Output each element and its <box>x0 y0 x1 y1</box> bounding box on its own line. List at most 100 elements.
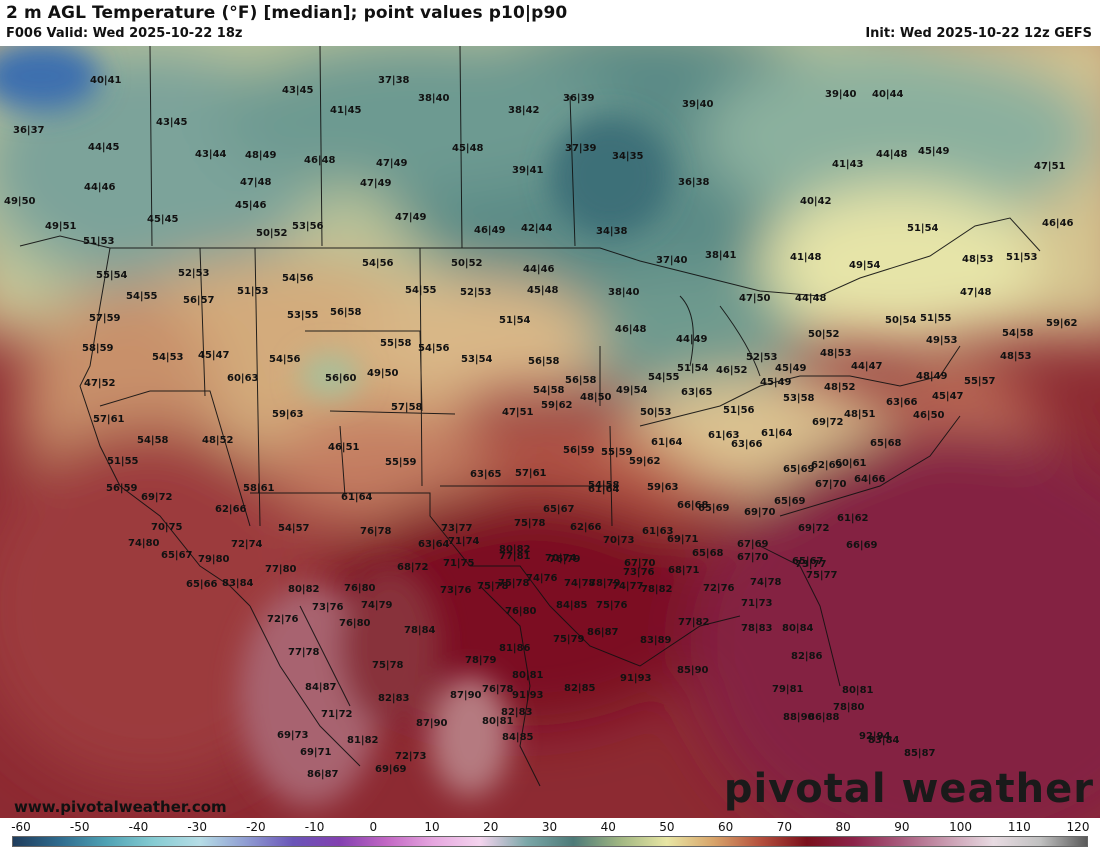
point-value-label: 86|87 <box>587 627 619 638</box>
point-value-label: 71|73 <box>741 598 773 609</box>
colorbar-tick: 70 <box>776 820 793 834</box>
map-title: 2 m AGL Temperature (°F) [median]; point… <box>6 3 568 23</box>
point-value-label: 76|80 <box>344 583 376 594</box>
point-value-label: 45|47 <box>932 391 964 402</box>
point-value-label: 53|54 <box>461 354 493 365</box>
point-value-label: 43|44 <box>195 149 227 160</box>
point-value-label: 48|52 <box>202 435 234 446</box>
point-value-label: 50|52 <box>451 258 483 269</box>
point-value-label: 48|49 <box>245 150 277 161</box>
colorbar-tick: 40 <box>600 820 616 834</box>
point-value-label: 80|82 <box>499 544 531 555</box>
point-value-label: 44|46 <box>84 182 116 193</box>
point-value-label: 79|80 <box>198 554 230 565</box>
point-value-label: 39|40 <box>682 99 714 110</box>
point-value-label: 63|64 <box>418 539 450 550</box>
point-value-label: 45|47 <box>198 350 230 361</box>
point-value-label: 46|48 <box>615 324 647 335</box>
point-value-label: 50|53 <box>640 407 672 418</box>
point-value-label: 76|78 <box>360 526 392 537</box>
point-value-label: 69|70 <box>744 507 776 518</box>
point-value-label: 78|79 <box>465 655 497 666</box>
point-value-label: 57|61 <box>515 468 547 479</box>
point-value-label: 62|66 <box>570 522 602 533</box>
point-value-label: 56|58 <box>528 356 560 367</box>
point-value-label: 36|39 <box>563 93 595 104</box>
point-value-label: 56|58 <box>565 375 597 386</box>
point-value-label: 55|58 <box>380 338 412 349</box>
point-value-label: 59|63 <box>647 482 679 493</box>
point-value-label: 68|71 <box>668 565 700 576</box>
point-value-label: 68|72 <box>397 562 429 573</box>
colorbar-tick: -50 <box>69 820 90 834</box>
point-value-label: 69|72 <box>812 417 844 428</box>
point-value-label: 46|52 <box>716 365 748 376</box>
point-value-label: 45|49 <box>918 146 950 157</box>
point-value-label: 59|63 <box>272 409 304 420</box>
point-value-label: 53|58 <box>783 393 815 404</box>
point-value-label: 88|90 <box>783 712 815 723</box>
point-value-label: 65|69 <box>698 503 730 514</box>
point-value-label: 36|37 <box>13 125 45 136</box>
point-value-label: 45|49 <box>760 377 792 388</box>
point-value-label: 87|90 <box>450 690 482 701</box>
temperature-map[interactable]: 40|41 43|45 37|38 36|39 39|40 39|40 40|44 38|40… <box>0 46 1100 818</box>
point-value-label: 59|62 <box>541 400 573 411</box>
point-value-label: 74|78 <box>564 578 596 589</box>
point-value-label: 49|53 <box>926 335 958 346</box>
point-value-label: 44|45 <box>88 142 120 153</box>
point-value-label: 80|81 <box>482 716 514 727</box>
point-value-label: 70|74 <box>545 553 577 564</box>
point-value-label: 46|51 <box>328 442 360 453</box>
point-value-label: 39|40 <box>825 89 857 100</box>
point-value-label: 54|53 <box>152 352 184 363</box>
point-value-label: 69|72 <box>798 523 830 534</box>
point-value-label: 78|79 <box>589 578 621 589</box>
point-value-label: 45|48 <box>452 143 484 154</box>
point-value-label: 44|49 <box>676 334 708 345</box>
point-value-label: 82|86 <box>791 651 823 662</box>
point-value-label: 84|85 <box>556 600 588 611</box>
point-value-label: 47|48 <box>240 177 272 188</box>
point-value-label: 61|64 <box>651 437 683 448</box>
point-value-label: 38|42 <box>508 105 540 116</box>
point-value-label: 74|80 <box>128 538 160 549</box>
point-value-label: 65|69 <box>774 496 806 507</box>
point-value-label: 51|55 <box>920 313 952 324</box>
point-value-label: 80|84 <box>782 623 814 634</box>
point-value-label: 55|59 <box>385 457 417 468</box>
point-value-label: 48|53 <box>820 348 852 359</box>
point-value-label: 57|61 <box>93 414 125 425</box>
point-value-label: 47|49 <box>376 158 408 169</box>
point-value-label: 61|63 <box>708 430 740 441</box>
point-value-label: 54|58 <box>1002 328 1034 339</box>
point-value-label: 75|78 <box>372 660 404 671</box>
point-value-label: 42|44 <box>521 223 553 234</box>
point-value-label: 50|52 <box>808 329 840 340</box>
site-url[interactable]: www.pivotalweather.com <box>14 798 227 816</box>
colorbar-tick: -60 <box>11 820 31 834</box>
point-value-label: 75|78 <box>514 518 546 529</box>
point-value-label: 36|38 <box>678 177 710 188</box>
point-value-label: 54|57 <box>278 523 310 534</box>
point-value-label: 45|45 <box>147 214 179 225</box>
point-value-label: 74|76 <box>526 573 558 584</box>
point-value-label: 44|48 <box>795 293 827 304</box>
colorbar-tick: 100 <box>949 820 972 834</box>
point-value-label: 47|51 <box>1034 161 1066 172</box>
point-value-label: 77|82 <box>678 617 710 628</box>
point-value-label: 71|72 <box>321 709 353 720</box>
point-value-label: 37|38 <box>378 75 410 86</box>
point-value-label: 37|39 <box>565 143 597 154</box>
point-value-label: 45|49 <box>775 363 807 374</box>
point-value-label: 72|74 <box>231 539 263 550</box>
point-value-label: 65|69 <box>783 464 815 475</box>
point-value-label: 41|48 <box>790 252 822 263</box>
point-value-label: 74|78 <box>750 577 782 588</box>
point-value-label: 59|62 <box>629 456 661 467</box>
point-value-label: 55|59 <box>601 447 633 458</box>
point-value-label: 43|45 <box>282 85 314 96</box>
point-value-label: 73|76 <box>312 602 344 613</box>
point-value-label: 54|58 <box>137 435 169 446</box>
point-value-label: 46|50 <box>913 410 945 421</box>
